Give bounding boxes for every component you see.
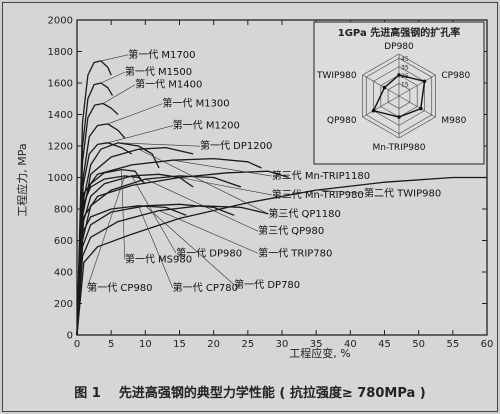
x-tick-label: 25 (241, 339, 254, 350)
series-label: 第一代 DP1200 (200, 139, 272, 152)
x-tick-label: 0 (74, 339, 80, 350)
label-leader (145, 205, 235, 285)
label-leader (131, 175, 177, 254)
label-leader (158, 210, 259, 254)
radar-point (419, 106, 423, 111)
series-line (76, 175, 146, 336)
radar-point (371, 108, 376, 113)
radar-spoke (398, 95, 436, 118)
radar-axis-label: QP980 (327, 116, 357, 126)
x-tick-label: 35 (310, 339, 323, 350)
radar-point (422, 79, 427, 84)
figure-caption-text: 先进高强钢的典型力学性能 ( 抗拉强度≥ 780MPa ) (118, 386, 426, 401)
label-leader (107, 103, 163, 125)
y-tick-label: 1600 (48, 79, 73, 90)
series-label: 第三代 Mn-TRIP980 (272, 188, 364, 201)
radar-point (397, 73, 401, 77)
series-line (76, 175, 242, 336)
radar-title: 1GPa 先进高强钢的扩孔率 (338, 26, 460, 39)
x-tick-label: 5 (108, 339, 114, 350)
label-leader (145, 178, 259, 232)
x-tick-label: 30 (276, 339, 289, 350)
radar-ring-label: 35 (401, 65, 409, 72)
x-tick-label: 60 (481, 339, 494, 350)
figure-caption: 图 1 先进高强钢的典型力学性能 ( 抗拉强度≥ 780MPa ) (0, 382, 500, 401)
label-leader (86, 175, 126, 288)
x-tick-label: 45 (378, 339, 391, 350)
label-leader (172, 159, 272, 177)
series-line (76, 203, 235, 336)
y-tick-label: 0 (67, 331, 73, 342)
y-tick-label: 1400 (48, 110, 73, 121)
series-label: 第一代 DP780 (234, 278, 300, 291)
radar-spoke (362, 95, 400, 118)
radar-ring-label: 45 (401, 56, 409, 63)
series-label: 第一代 CP780 (173, 281, 238, 294)
label-leader (102, 84, 136, 104)
y-tick-label: 200 (54, 299, 73, 310)
radar-spoke (398, 74, 436, 97)
series-label: 第三代 Mn-TRIP1180 (272, 169, 370, 182)
x-tick-label: 55 (446, 339, 459, 350)
y-tick-label: 400 (54, 268, 73, 279)
y-tick-label: 1000 (48, 173, 73, 184)
radar-axis-label: TWIP980 (316, 71, 357, 81)
series-line (76, 142, 160, 336)
series-label: 第三代 QP980 (258, 224, 324, 237)
series-label: 第一代 DP980 (176, 246, 242, 259)
axes-layer: 0 5 10 15 20 25 30 35 40 45 50 55 600200400600800100… (48, 16, 494, 351)
series-label: 第一代 M1300 (162, 97, 229, 110)
series-line (76, 142, 133, 336)
y-tick-label: 1800 (48, 47, 73, 58)
label-leader (107, 125, 173, 144)
series-line (76, 60, 112, 336)
label-leader (117, 142, 201, 147)
series-line (76, 157, 262, 336)
series-label: 第一代 CP980 (87, 281, 152, 294)
series-label: 第二代 TWIP980 (364, 186, 441, 199)
series-label: 第一代 M1400 (135, 78, 202, 91)
radar-point (397, 115, 401, 119)
x-tick-label: 10 (139, 339, 152, 350)
radar-ring-label: 15 (401, 81, 409, 88)
label-leader (316, 189, 365, 194)
y-tick-label: 1200 (48, 142, 73, 153)
radar-axis-label: DP980 (384, 42, 414, 52)
y-tick-label: 800 (54, 205, 73, 216)
x-axis-label: 工程应变, % (289, 346, 350, 360)
label-leader (138, 148, 269, 215)
x-tick-label: 20 (207, 339, 220, 350)
series-line (76, 123, 126, 336)
figure-number: 图 1 (74, 386, 101, 401)
series-line (76, 102, 119, 336)
radar-axis-label: CP980 (441, 71, 470, 81)
label-leader (100, 54, 129, 62)
label-leader (138, 205, 173, 289)
series-line (76, 170, 289, 336)
radar-spoke (362, 74, 400, 97)
radar-axis-label: Mn-TRIP980 (373, 143, 426, 153)
series-label: 第一代 TRIP780 (258, 246, 332, 259)
label-leader (100, 71, 125, 84)
x-tick-label: 40 (344, 339, 357, 350)
y-tick-label: 600 (54, 236, 73, 247)
series-label: 第一代 MS980 (125, 253, 192, 266)
series-line (76, 205, 269, 336)
radar-axis-label: M980 (441, 116, 466, 126)
label-leader (179, 177, 272, 196)
y-axis-label: 工程应力, MPa (15, 143, 29, 216)
series-label: 第一代 M1200 (173, 119, 240, 132)
series-label: 第一代 M1700 (128, 48, 195, 61)
series-line (76, 82, 114, 336)
series-label: 第一代 M1500 (125, 65, 192, 78)
x-tick-label: 50 (412, 339, 425, 350)
y-tick-label: 2000 (48, 16, 73, 27)
x-tick-label: 15 (173, 339, 186, 350)
series-label: 第三代 QP1180 (268, 207, 341, 220)
radar-point (382, 85, 387, 90)
radar-inset: 1GPa 先进高强钢的扩孔率 15253545DP980CP980M980Mn-… (313, 21, 485, 165)
